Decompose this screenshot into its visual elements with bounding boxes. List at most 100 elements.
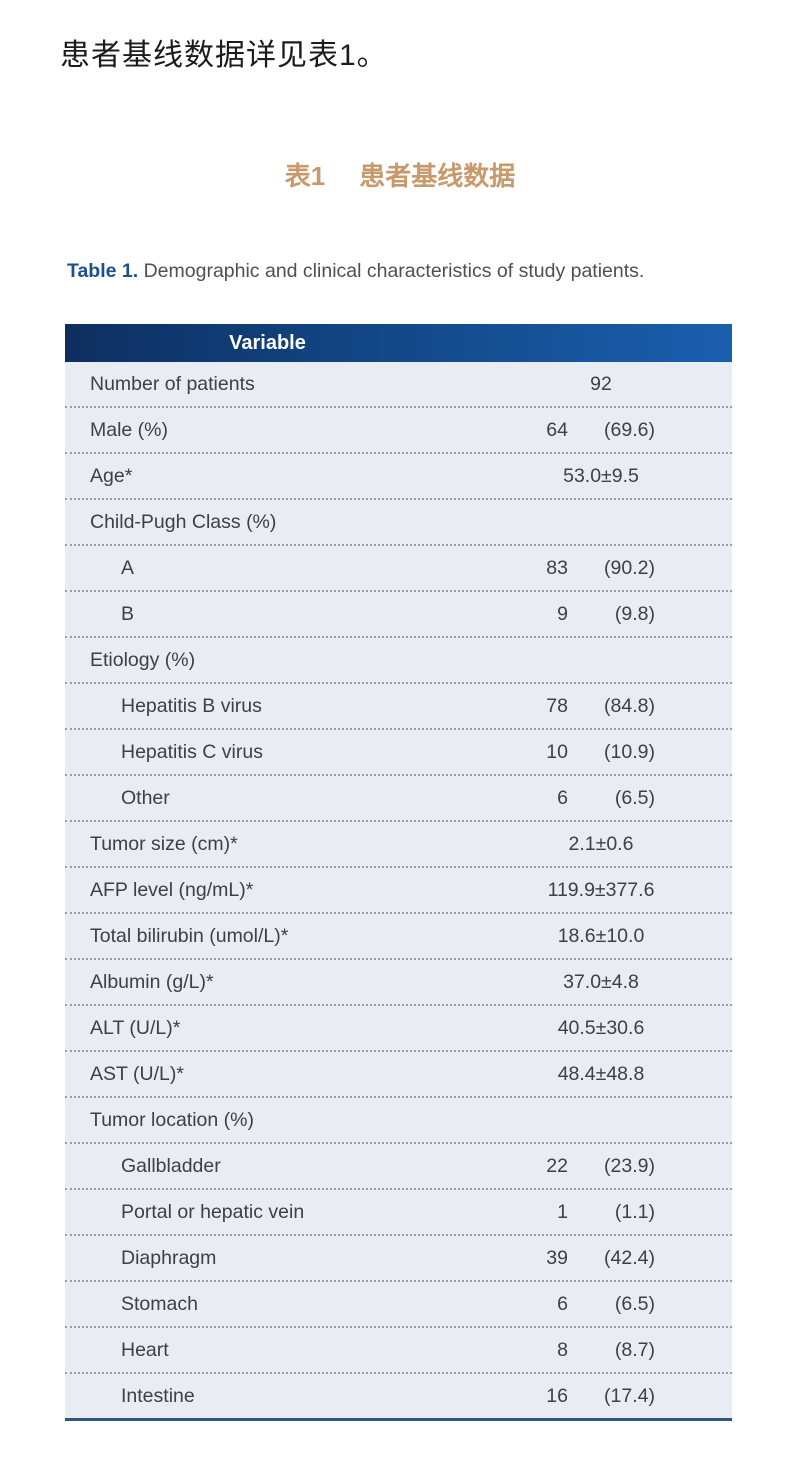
row-label: Heart	[121, 1338, 169, 1361]
row-value: 83 (90.2)	[470, 557, 732, 580]
table-caption-en: Table 1. Demographic and clinical charac…	[67, 255, 700, 287]
row-value: 22 (23.9)	[470, 1155, 732, 1178]
table-row: Other 6 (6.5)	[65, 774, 732, 820]
row-value: 16 (17.4)	[470, 1385, 732, 1408]
table-row: Diaphragm 39 (42.4)	[65, 1234, 732, 1280]
row-label: Portal or hepatic vein	[121, 1200, 305, 1223]
row-label: Male (%)	[90, 418, 169, 441]
row-label: Gallbladder	[121, 1154, 221, 1177]
row-percentage: (23.9)	[604, 1154, 655, 1177]
row-value: 40.5±30.6	[557, 1016, 645, 1039]
row-label: Total bilirubin (umol/L)*	[90, 924, 289, 947]
intro-paragraph: 患者基线数据详见表1。	[60, 39, 388, 72]
row-percentage: (17.4)	[604, 1384, 655, 1407]
table-row: B 9 (9.8)	[65, 590, 732, 636]
row-count: 22	[546, 1154, 568, 1177]
row-count: 64	[546, 418, 568, 441]
row-percentage: (1.1)	[614, 1200, 655, 1223]
row-label: Hepatitis C virus	[121, 740, 263, 763]
row-percentage: (84.8)	[604, 694, 655, 717]
row-label: Tumor size (cm)*	[90, 832, 238, 855]
row-label: Etiology (%)	[90, 648, 196, 671]
table-row: Portal or hepatic vein 1 (1.1)	[65, 1188, 732, 1234]
row-value: 37.0±4.8	[563, 970, 639, 993]
table-header-variable: Variable	[229, 331, 306, 354]
table-caption-zh-title: 患者基线数据	[359, 161, 516, 191]
row-value: 1 (1.1)	[470, 1201, 732, 1224]
table-row: Heart 8 (8.7)	[65, 1326, 732, 1372]
row-percentage: (8.7)	[614, 1338, 655, 1361]
row-value: 8 (8.7)	[470, 1339, 732, 1362]
row-label: Number of patients	[90, 372, 255, 395]
row-label: Intestine	[121, 1384, 195, 1407]
table-caption-en-label: Table 1.	[67, 260, 139, 282]
table-row: Intestine 16 (17.4)	[65, 1372, 732, 1418]
row-value: 6 (6.5)	[470, 1293, 732, 1316]
row-value: 48.4±48.8	[557, 1062, 645, 1085]
table-row: Male (%) 64 (69.6)	[65, 406, 732, 452]
row-value: 92	[590, 372, 612, 395]
row-label: Child-Pugh Class (%)	[90, 510, 277, 533]
row-count: 16	[546, 1384, 568, 1407]
row-label: A	[121, 556, 135, 579]
row-percentage: (69.6)	[604, 418, 655, 441]
row-count: 78	[546, 694, 568, 717]
table-row: Tumor location (%)	[65, 1096, 732, 1142]
row-percentage: (6.5)	[614, 786, 655, 809]
table-row: A 83 (90.2)	[65, 544, 732, 590]
table-caption-zh-label: 表1	[284, 161, 326, 191]
table-header-row: Variable	[65, 324, 732, 363]
row-count: 8	[557, 1338, 568, 1361]
row-label: AST (U/L)*	[90, 1062, 184, 1085]
table-row: Albumin (g/L)* 37.0±4.8	[65, 958, 732, 1004]
row-value: 9 (9.8)	[470, 603, 732, 626]
table-row: Stomach 6 (6.5)	[65, 1280, 732, 1326]
row-value: 64 (69.6)	[470, 419, 732, 442]
table-row: Hepatitis B virus 78 (84.8)	[65, 682, 732, 728]
row-label: ALT (U/L)*	[90, 1016, 181, 1039]
row-label: Age*	[90, 464, 133, 487]
table-row: Child-Pugh Class (%)	[65, 498, 732, 544]
row-count: 83	[546, 556, 568, 579]
table-row: Tumor size (cm)* 2.1±0.6	[65, 820, 732, 866]
table-row: Age* 53.0±9.5	[65, 452, 732, 498]
table-row: Total bilirubin (umol/L)* 18.6±10.0	[65, 912, 732, 958]
row-label: Other	[121, 786, 170, 809]
row-percentage: (9.8)	[614, 602, 655, 625]
row-value: 2.1±0.6	[568, 832, 634, 855]
row-value: 10 (10.9)	[470, 741, 732, 764]
row-count: 9	[557, 602, 568, 625]
row-value: 78 (84.8)	[470, 695, 732, 718]
row-percentage: (42.4)	[604, 1246, 655, 1269]
row-count: 6	[557, 1292, 568, 1315]
row-percentage: (6.5)	[614, 1292, 655, 1315]
row-value: 119.9±377.6	[547, 878, 655, 901]
row-percentage: (10.9)	[604, 740, 655, 763]
table-body: Number of patients 92 Male (%) 64 (69.6) Age*…	[65, 362, 732, 1422]
table-row: AST (U/L)* 48.4±48.8	[65, 1050, 732, 1096]
table-row: Gallbladder 22 (23.9)	[65, 1142, 732, 1188]
table-row: Hepatitis C virus 10 (10.9)	[65, 728, 732, 774]
row-count: 10	[546, 740, 568, 763]
table-row: Number of patients 92	[65, 362, 732, 406]
row-count: 6	[557, 786, 568, 809]
row-value: 6 (6.5)	[470, 787, 732, 810]
row-value: 18.6±10.0	[557, 924, 645, 947]
row-value: 39 (42.4)	[470, 1247, 732, 1270]
row-label: Diaphragm	[121, 1246, 217, 1269]
table-row: Etiology (%)	[65, 636, 732, 682]
row-percentage: (90.2)	[604, 556, 655, 579]
row-label: AFP level (ng/mL)*	[90, 878, 254, 901]
row-label: B	[121, 602, 135, 625]
table-caption-zh: 表1 患者基线数据	[0, 156, 800, 193]
table-caption-en-text: Demographic and clinical characteristics…	[138, 260, 645, 282]
row-value: 53.0±9.5	[563, 464, 639, 487]
row-label: Tumor location (%)	[90, 1108, 254, 1131]
row-count: 1	[557, 1200, 568, 1223]
table-row: ALT (U/L)* 40.5±30.6	[65, 1004, 732, 1050]
row-label: Hepatitis B virus	[121, 694, 262, 717]
row-count: 39	[546, 1246, 568, 1269]
row-label: Stomach	[121, 1292, 198, 1315]
row-label: Albumin (g/L)*	[90, 970, 214, 993]
